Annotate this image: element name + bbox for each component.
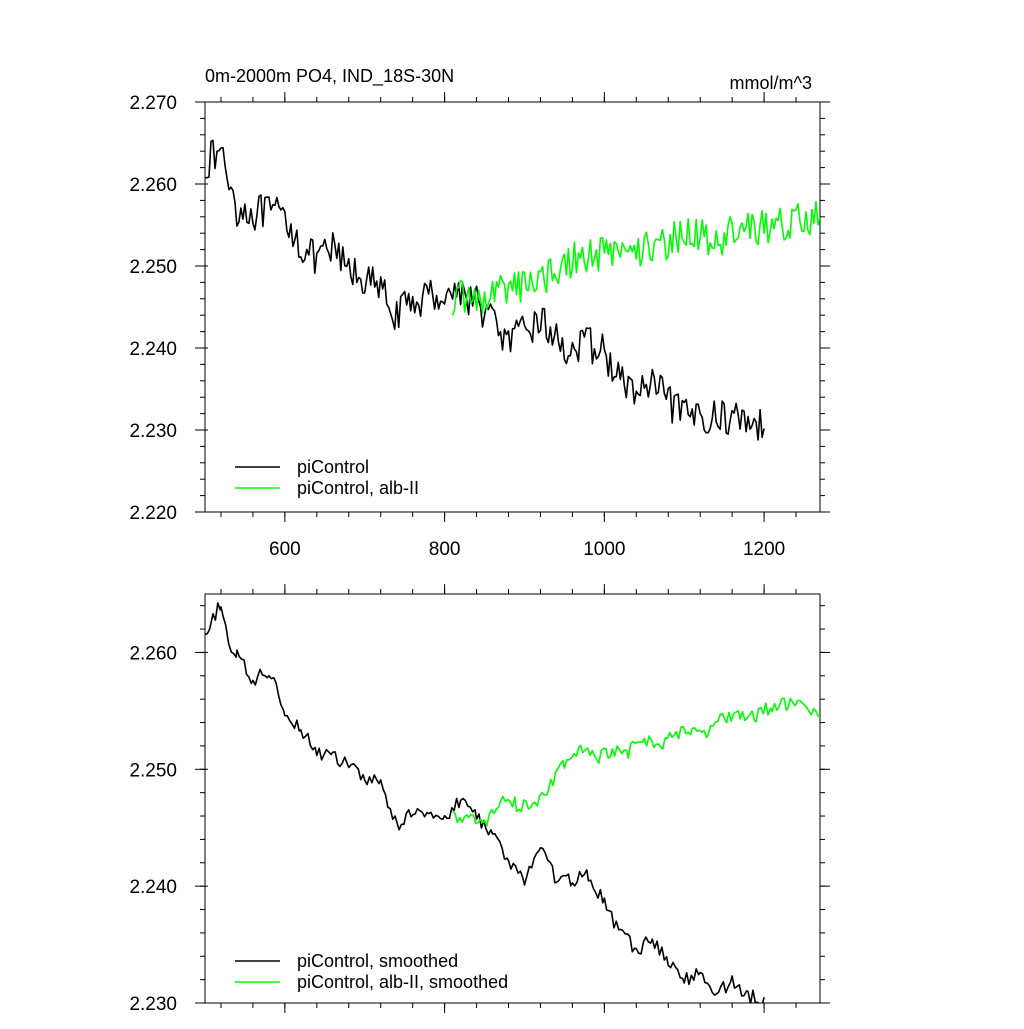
x-tick-label: 1000 [583,539,625,560]
plot-frame [204,101,821,513]
y-tick-label: 2.230 [129,421,177,442]
legend-label: piControl, alb-II, smoothed [297,972,508,992]
legend-label: piControl, alb-II [297,478,419,498]
y-tick-label: 2.220 [129,503,177,524]
x-tick-label: 1200 [743,539,785,560]
y-tick-label: 2.270 [129,93,177,114]
bottom-panel-smoothed: 2.230 2.240 2.250 2.260 piControl, smoothedp… [129,584,830,1015]
top-panel-raw: 2.220 2.230 2.240 2.250 2.260 2.270 600 800 1000… [129,66,830,560]
plot-frame [204,593,821,1004]
y-tick-label: 2.230 [129,994,177,1015]
y-tick-label: 2.240 [129,877,177,898]
series-line-alb-ii [451,201,820,316]
x-tick-label: 600 [269,539,301,560]
units-label: mmol/m^3 [730,73,812,93]
y-tick-label: 2.260 [129,643,177,664]
legend-label: piControl [297,457,369,477]
y-tick-label: 2.250 [129,760,177,781]
series-line-picontrol [205,602,765,1003]
legend-label: piControl, smoothed [297,951,458,971]
y-tick-label: 2.260 [129,175,177,196]
y-tick-label: 2.240 [129,339,177,360]
chart-title: 0m-2000m PO4, IND_18S-30N [205,66,454,87]
series-line-alb-ii [451,697,820,827]
x-tick-label: 800 [429,539,461,560]
y-tick-label: 2.250 [129,257,177,278]
series-line-picontrol [205,139,765,441]
